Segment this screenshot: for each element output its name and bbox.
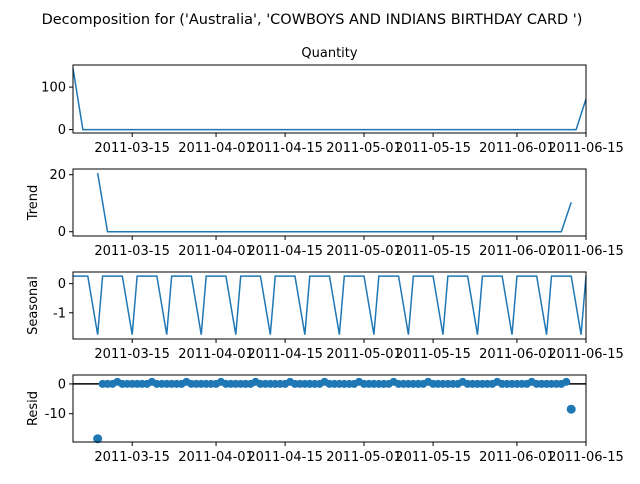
x-tick-label: 2011-05-15 — [395, 450, 471, 465]
observed-series-line — [72, 68, 587, 131]
y-tick-label: -1 — [53, 306, 66, 321]
trend-series-line — [96, 172, 572, 233]
x-tick-label: 2011-04-01 — [178, 450, 254, 465]
axes-frame — [72, 374, 587, 443]
x-tick-label: 2011-06-15 — [548, 347, 624, 362]
x-tick-label: 2011-06-01 — [479, 141, 555, 156]
resid-outlier-point — [566, 404, 576, 414]
x-tick-label: 2011-05-15 — [395, 347, 471, 362]
x-tick-label: 2011-05-01 — [326, 141, 402, 156]
panel-title: Quantity — [301, 46, 357, 61]
x-tick-label: 2011-04-01 — [178, 244, 254, 259]
x-tick-label: 2011-04-15 — [247, 347, 323, 362]
x-tick-label: 2011-04-15 — [247, 450, 323, 465]
x-tick-label: 2011-05-15 — [395, 244, 471, 259]
x-tick-label: 2011-04-15 — [247, 244, 323, 259]
y-axis-label: Seasonal — [26, 276, 41, 335]
y-tick-label: 0 — [58, 123, 66, 138]
y-tick-label: 100 — [41, 81, 66, 96]
x-tick-label: 2011-06-01 — [479, 450, 555, 465]
x-tick-label: 2011-05-15 — [395, 141, 471, 156]
y-tick-label: 20 — [49, 168, 66, 183]
y-tick-label: 0 — [58, 225, 66, 240]
x-tick-label: 2011-06-15 — [548, 244, 624, 259]
y-axis-label: Resid — [26, 391, 41, 426]
x-tick-label: 2011-06-15 — [548, 450, 624, 465]
panel-observed: Quantity 0 100 2011-03-15 2011-04-012011-04-… — [41, 46, 624, 156]
x-tick-label: 2011-05-01 — [326, 450, 402, 465]
axes-frame — [72, 168, 587, 237]
seasonal-series-line — [73, 275, 587, 335]
x-tick-label: 2011-05-01 — [326, 244, 402, 259]
x-tick-label: 2011-06-01 — [479, 244, 555, 259]
x-tick-label: 2011-03-15 — [94, 244, 170, 259]
y-tick-label: -10 — [45, 407, 66, 422]
x-tick-label: 2011-03-15 — [94, 450, 170, 465]
x-tick-label: 2011-03-15 — [94, 141, 170, 156]
figure-suptitle: Decomposition for ('Australia', 'COWBOYS… — [42, 12, 583, 28]
x-tick-label: 2011-04-01 — [178, 347, 254, 362]
x-tick-label: 2011-03-15 — [94, 347, 170, 362]
x-tick-label: 2011-06-15 — [548, 141, 624, 156]
axes-frame — [72, 64, 587, 134]
x-tick-label: 2011-04-01 — [178, 141, 254, 156]
y-tick-label: 0 — [58, 377, 66, 392]
axes-frame — [72, 271, 587, 340]
x-tick-label: 2011-04-15 — [247, 141, 323, 156]
y-tick-label: 0 — [58, 277, 66, 292]
y-axis-label: Trend — [26, 185, 41, 222]
x-tick-label: 2011-06-01 — [479, 347, 555, 362]
resid-point — [562, 377, 571, 386]
resid-outlier-point — [93, 434, 103, 444]
x-tick-label: 2011-05-01 — [326, 347, 402, 362]
